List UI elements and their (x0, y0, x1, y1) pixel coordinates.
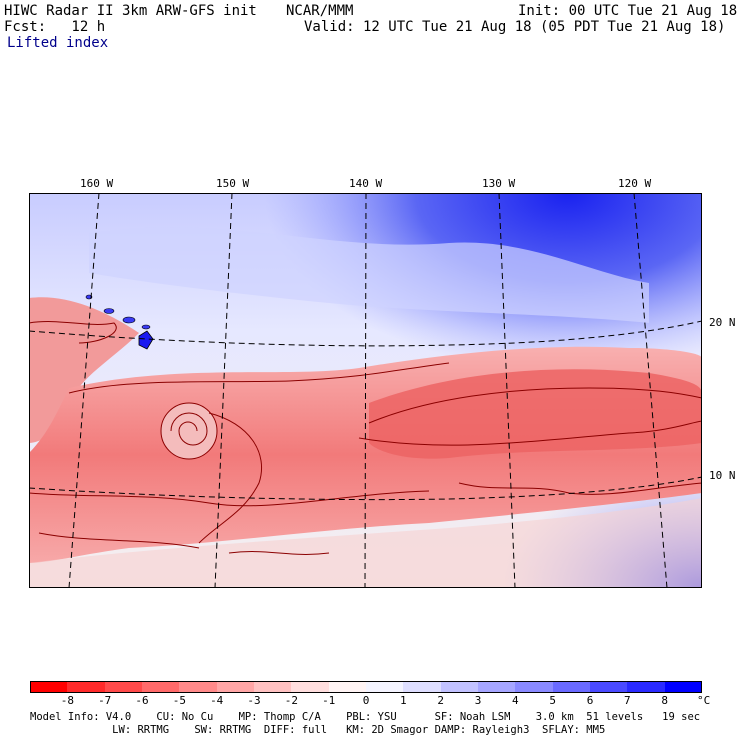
lon-label-140w: 140 W (349, 177, 383, 190)
colorbar-swatch (366, 681, 404, 693)
colorbar-tick-label: 6 (586, 694, 594, 707)
colorbar-swatch (627, 681, 666, 693)
colorbar-swatch (440, 681, 479, 693)
meridian-140w (364, 193, 367, 588)
colorbar-outline (30, 681, 702, 693)
valid-time: Valid: 12 UTC Tue 21 Aug 18 (05 PDT Tue … (304, 19, 726, 35)
colorbar-swatch (590, 681, 628, 693)
colorbar-swatch (664, 681, 703, 693)
hawaiian-islands (85, 294, 154, 350)
colorbar-tick-label: 3 (474, 694, 482, 707)
lifted-index-map (29, 193, 702, 588)
colorbar-swatch (403, 681, 442, 693)
colorbar-tick-label: 1 (400, 694, 407, 707)
meridian-160w (68, 193, 100, 588)
graticule (29, 193, 702, 588)
colorbar-swatch (478, 681, 516, 693)
colorbar-swatch (104, 681, 143, 693)
lat-label-20n: 20 N (709, 316, 736, 329)
cyclone-contour (170, 412, 208, 446)
model-title: HIWC Radar II 3km ARW-GFS init (4, 3, 257, 19)
colorbar-swatch (67, 681, 106, 693)
lat-label-10n: 10 N (709, 469, 736, 482)
meridian-120w (633, 193, 668, 588)
colorbar-swatch (216, 681, 255, 693)
colorbar-swatch (30, 681, 68, 693)
colorbar-unit: °C (697, 694, 711, 707)
model-info-line: Model Info: V4.0 CU: No Cu MP: Thomp C/A… (30, 711, 701, 723)
colorbar-tick-label: -1 (322, 694, 336, 707)
colorbar-swatch (142, 681, 180, 693)
meridian-150w (214, 193, 233, 588)
colorbar-tick-label: 2 (437, 694, 444, 707)
colorbar-swatch (328, 681, 367, 693)
forecast-hour: Fcst: 12 h (4, 19, 106, 35)
lon-label-130w: 130 W (482, 177, 516, 190)
cyclone-swirl (160, 402, 218, 460)
lon-label-120w: 120 W (618, 177, 652, 190)
colorbar-tick-label: -2 (284, 694, 298, 707)
colorbar-tick-label: 8 (661, 694, 668, 707)
parallel-20n (29, 320, 702, 347)
lon-label-160w: 160 W (80, 177, 114, 190)
field-name: Lifted index (7, 35, 109, 51)
colorbar-tick-label: 4 (512, 694, 519, 707)
colorbar-swatch (179, 681, 218, 693)
unstable-region-west (29, 297, 139, 443)
parallel-10n (29, 476, 702, 501)
colorbar-swatch (515, 681, 554, 693)
colorbar-swatch (552, 681, 591, 693)
colorbar-tick-label: -8 (60, 694, 74, 707)
colorbar-swatch (291, 681, 330, 693)
colorbar-tick-label: 0 (362, 694, 370, 707)
colorbar-tick-label: 7 (624, 694, 631, 707)
colorbar-tick-label: -5 (172, 694, 186, 707)
unstable-core (369, 369, 702, 459)
init-time: Init: 00 UTC Tue 21 Aug 18 (518, 3, 738, 19)
meridian-130w (498, 193, 516, 588)
stable-streak (89, 227, 649, 323)
contour-lines (29, 321, 702, 555)
colorbar-tick-label: -7 (98, 694, 112, 707)
colorbar-swatch (254, 681, 292, 693)
colorbar-tick-label: -4 (210, 694, 224, 707)
organization-label: NCAR/MMM (286, 3, 354, 19)
physics-info-line: LW: RRTMG SW: RRTMG DIFF: full KM: 2D Sm… (30, 724, 606, 736)
colorbar-tick-label: -6 (135, 694, 149, 707)
map-frame (29, 193, 702, 588)
colorbar-tick-label: -3 (247, 694, 261, 707)
colorbar-tick-label: 5 (549, 694, 556, 707)
lon-label-150w: 150 W (216, 177, 250, 190)
